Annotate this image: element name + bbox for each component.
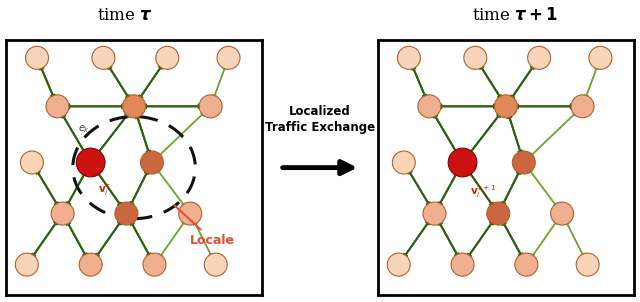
- Circle shape: [20, 151, 44, 174]
- Text: $\mathbf{v}_i^{\tau}$: $\mathbf{v}_i^{\tau}$: [99, 183, 111, 198]
- Circle shape: [397, 46, 420, 69]
- Circle shape: [392, 151, 415, 174]
- Circle shape: [448, 148, 477, 177]
- Circle shape: [513, 151, 535, 174]
- Circle shape: [418, 95, 441, 118]
- Circle shape: [199, 95, 222, 118]
- Circle shape: [51, 202, 74, 225]
- Text: Locale: Locale: [174, 205, 236, 247]
- Circle shape: [217, 46, 240, 69]
- Circle shape: [156, 46, 179, 69]
- Text: time $\boldsymbol{\tau}$: time $\boldsymbol{\tau}$: [97, 7, 153, 24]
- Circle shape: [79, 253, 102, 276]
- Circle shape: [46, 95, 69, 118]
- Text: time $\boldsymbol{\tau+1}$: time $\boldsymbol{\tau+1}$: [472, 7, 558, 24]
- Circle shape: [527, 46, 550, 69]
- Circle shape: [92, 46, 115, 69]
- Text: $\mathbf{v}_i^{\tau+1}$: $\mathbf{v}_i^{\tau+1}$: [470, 183, 497, 200]
- Circle shape: [550, 202, 573, 225]
- Circle shape: [464, 46, 487, 69]
- Circle shape: [140, 151, 163, 174]
- Circle shape: [15, 253, 38, 276]
- Text: Localized
Traffic Exchange: Localized Traffic Exchange: [265, 105, 375, 134]
- Circle shape: [487, 202, 510, 225]
- Circle shape: [179, 202, 202, 225]
- Circle shape: [143, 253, 166, 276]
- Circle shape: [123, 95, 145, 118]
- Circle shape: [423, 202, 446, 225]
- Circle shape: [515, 253, 538, 276]
- Circle shape: [451, 253, 474, 276]
- Circle shape: [76, 148, 105, 177]
- Circle shape: [115, 202, 138, 225]
- Circle shape: [589, 46, 612, 69]
- Text: $e_k$: $e_k$: [78, 124, 90, 135]
- Circle shape: [387, 253, 410, 276]
- Circle shape: [571, 95, 594, 118]
- Circle shape: [204, 253, 227, 276]
- Circle shape: [495, 95, 517, 118]
- Circle shape: [576, 253, 599, 276]
- Circle shape: [26, 46, 49, 69]
